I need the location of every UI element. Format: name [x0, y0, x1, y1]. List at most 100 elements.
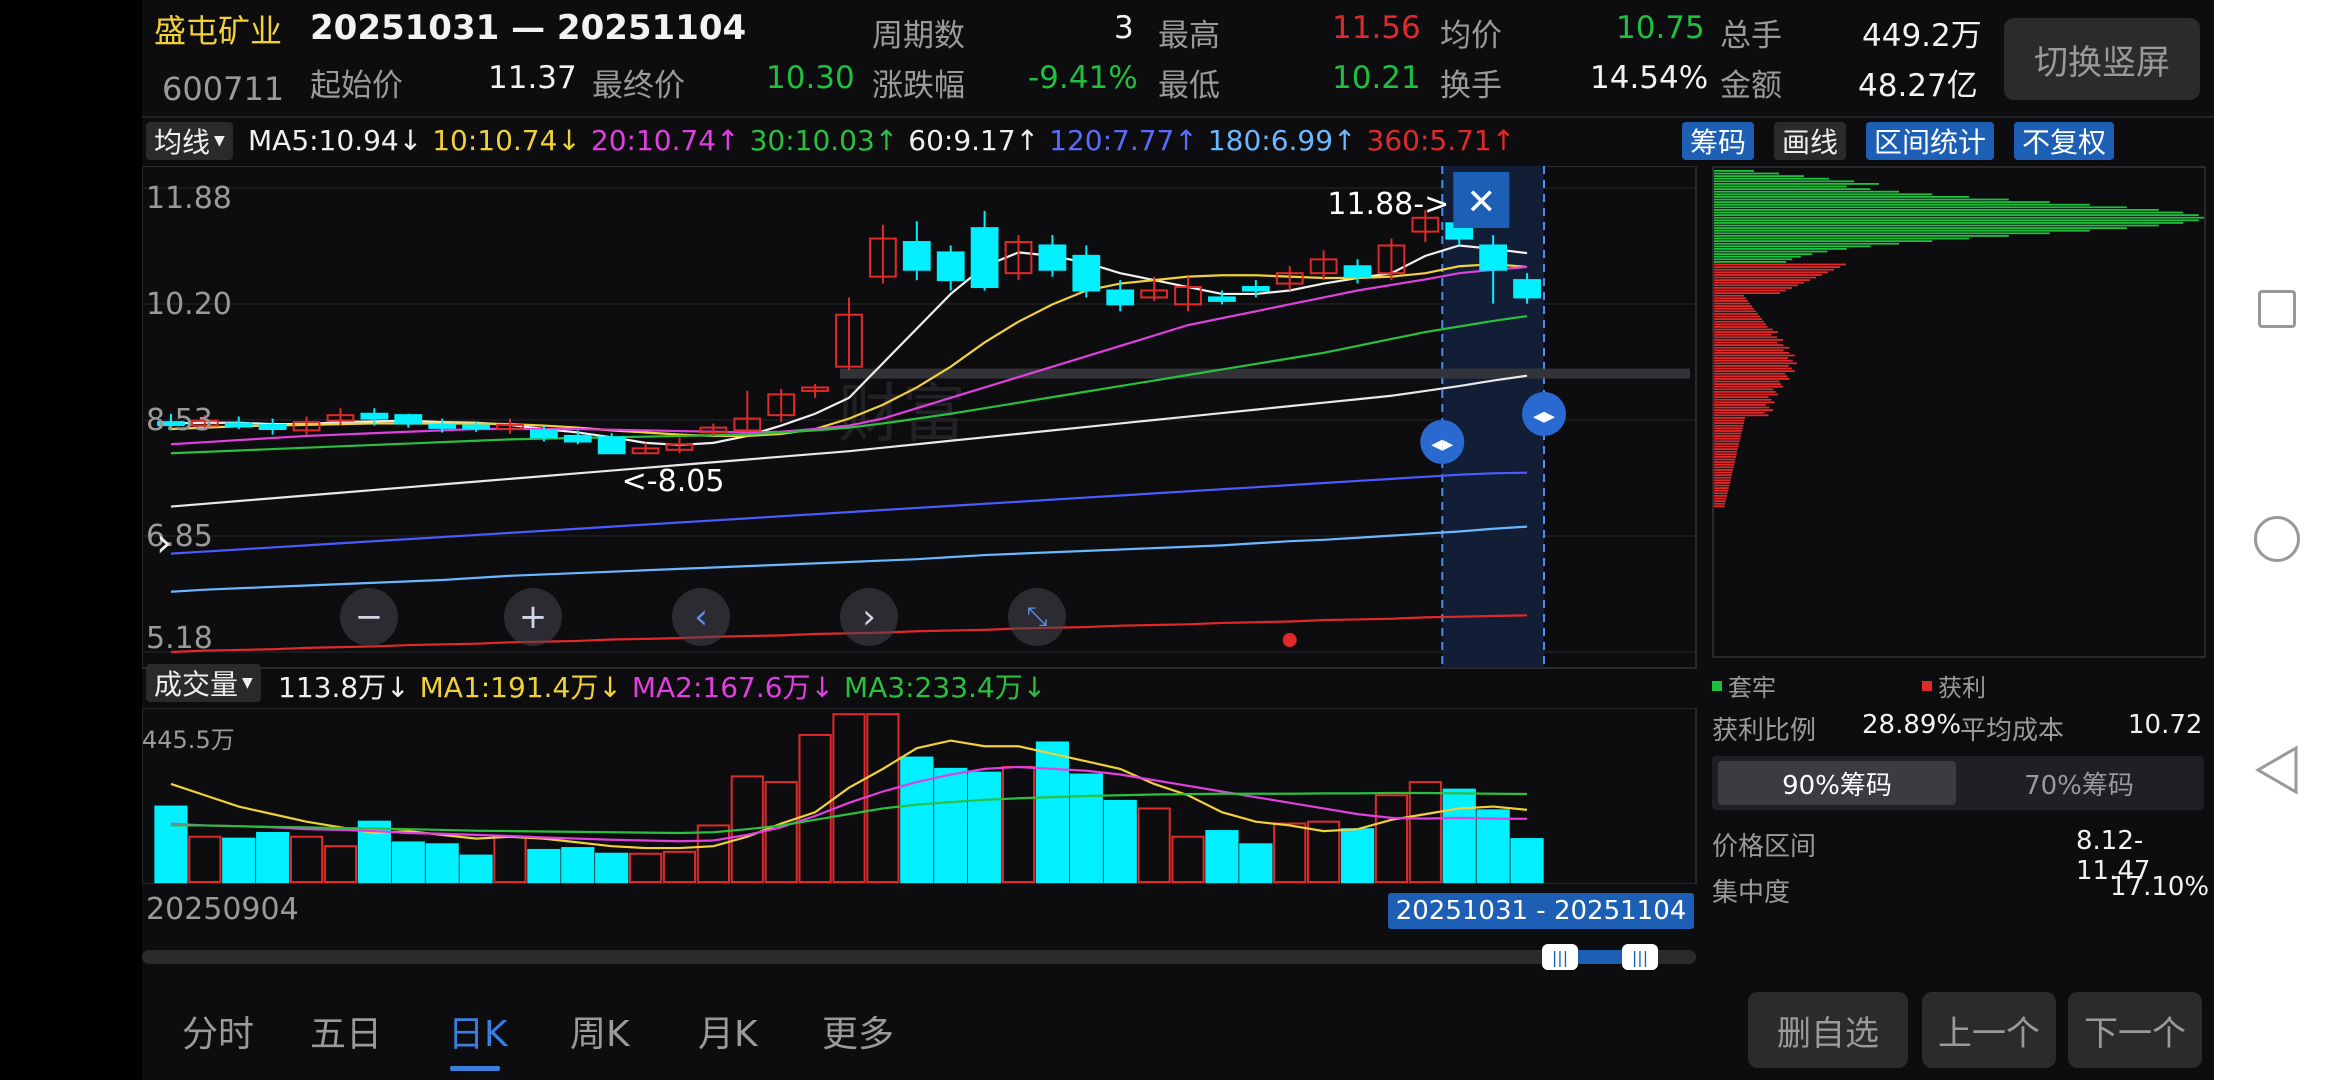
- chip-row: [1714, 359, 1793, 362]
- chip-row: [1714, 240, 1933, 242]
- stock-code: 600711: [162, 70, 285, 108]
- chip-row: [1714, 409, 1773, 411]
- candle-body: [1106, 289, 1135, 306]
- volume-bar: [1103, 799, 1137, 883]
- chip-row: [1714, 365, 1789, 367]
- header-divider: [142, 116, 2214, 118]
- chip-row: [1714, 170, 1754, 172]
- tab-90-chip[interactable]: 90%筹码: [1718, 761, 1956, 805]
- tab-1[interactable]: 五日: [310, 1014, 383, 1055]
- volume-bar: [1137, 807, 1171, 883]
- ma-value-2: 20:10.74↑: [590, 124, 740, 157]
- scroll-left-button[interactable]: ‹: [672, 588, 730, 646]
- range-selection-label: 20251031 - 20251104: [1388, 893, 1694, 929]
- candle-body: [462, 424, 490, 430]
- candle-body: [1072, 254, 1101, 292]
- tool-button-3[interactable]: 不复权: [2014, 122, 2115, 160]
- tab-5[interactable]: 更多: [822, 1014, 895, 1055]
- chip-row: [1714, 185, 1847, 188]
- chip-row: [1714, 201, 2050, 203]
- tool-button-2[interactable]: 区间统计: [1866, 122, 1995, 160]
- ma-value-1: 10:10.74↓: [432, 124, 581, 157]
- chip-row: [1714, 474, 1732, 476]
- range-handle-left[interactable]: |||: [1542, 944, 1578, 970]
- chip-row: [1714, 341, 1778, 344]
- tool-button-1[interactable]: 画线: [1774, 122, 1847, 160]
- chip-row: [1714, 417, 1745, 419]
- legend-swatch: [1922, 680, 1932, 691]
- volume-bar: [1340, 828, 1375, 884]
- price-range-value: 8.12-11.47: [2076, 826, 2151, 886]
- chip-row: [1714, 279, 1810, 281]
- chip-row: [1714, 255, 1801, 258]
- avg-value: 10.75: [1616, 10, 1705, 46]
- zoom-out-button[interactable]: −: [340, 588, 398, 646]
- tab-3[interactable]: 周K: [570, 1014, 630, 1055]
- expand-chevron-icon[interactable]: ›: [156, 520, 172, 566]
- ma-line-ma20: [170, 265, 1528, 446]
- chip-row: [1714, 216, 2204, 219]
- chip-row: [1714, 450, 1738, 453]
- candle-body: [563, 434, 592, 443]
- volume-bar: [866, 713, 900, 883]
- candle-body: [902, 241, 931, 271]
- chip-row: [1714, 193, 1933, 196]
- chip-row: [1714, 281, 1804, 284]
- volume-bar: [561, 847, 595, 883]
- range-slider-track[interactable]: [142, 950, 1696, 964]
- chip-row: [1714, 258, 1793, 261]
- change-value: -9.41%: [1028, 60, 1138, 96]
- chip-row: [1714, 313, 1758, 315]
- tab-0[interactable]: 分时: [182, 1014, 255, 1055]
- close-icon: ✕: [1466, 182, 1496, 223]
- chip-row: [1714, 248, 1847, 250]
- previous-stock-button[interactable]: 上一个: [1922, 992, 2056, 1068]
- minus-icon: −: [354, 597, 384, 637]
- chip-row: [1714, 250, 1828, 253]
- reset-zoom-button[interactable]: ⤡: [1008, 588, 1066, 646]
- chip-row: [1714, 502, 1726, 505]
- remove-watchlist-button[interactable]: 删自选: [1748, 992, 1908, 1068]
- active-tab-indicator: [450, 1066, 500, 1071]
- avg-label: 均价: [1440, 18, 1502, 54]
- volume-bar: [222, 837, 256, 883]
- chip-row: [1714, 245, 1871, 248]
- range-start-date: 20250904: [146, 892, 299, 927]
- scroll-right-button[interactable]: ›: [840, 588, 898, 646]
- ma-line-ma180: [170, 525, 1528, 593]
- chip-row: [1714, 289, 1786, 292]
- ma-values: MA5:10.94↓ 10:10.74↓ 20:10.74↑ 30:10.03↑ 60:…: [248, 124, 1515, 157]
- chip-row: [1714, 229, 2090, 232]
- zoom-in-button[interactable]: +: [504, 588, 562, 646]
- volume-border: [142, 708, 1697, 884]
- tab-2[interactable]: 日K: [448, 1014, 508, 1055]
- candle-body: [936, 251, 965, 282]
- recents-icon[interactable]: [2258, 290, 2296, 328]
- chip-row: [1714, 471, 1733, 474]
- legend-swatch: [1712, 680, 1722, 691]
- range-handle-right[interactable]: |||: [1622, 944, 1658, 970]
- back-icon[interactable]: [2254, 744, 2300, 796]
- home-icon[interactable]: [2254, 516, 2300, 562]
- chip-row: [1714, 339, 1784, 341]
- chip-row: [1714, 172, 1779, 175]
- chip-row: [1714, 268, 1834, 271]
- volume-bar: [1307, 820, 1341, 883]
- chip-row: [1714, 227, 2127, 229]
- chip-row: [1714, 453, 1737, 456]
- candle-body: [699, 426, 728, 434]
- volume-selector[interactable]: 成交量 ▼: [146, 664, 261, 702]
- candle-body: [326, 414, 355, 422]
- ma-selector[interactable]: 均线 ▼: [146, 122, 233, 160]
- ma-value-5: 120:7.77↑: [1049, 124, 1198, 157]
- tab-70-chip[interactable]: 70%筹码: [2024, 770, 2134, 801]
- kline-chart[interactable]: 财富11.8810.208.536.855.1811.88-><-8.05✕◂▸…: [142, 166, 1702, 834]
- chip-row: [1714, 302, 1750, 305]
- tab-4[interactable]: 月K: [698, 1014, 758, 1055]
- switch-portrait-button[interactable]: 切换竖屏: [2004, 18, 2200, 100]
- next-stock-button[interactable]: 下一个: [2068, 992, 2202, 1068]
- tool-button-0[interactable]: 筹码: [1682, 122, 1755, 160]
- chip-row: [1714, 463, 1735, 466]
- volume-chart[interactable]: [142, 708, 1702, 884]
- amount-label: 金额: [1720, 68, 1782, 104]
